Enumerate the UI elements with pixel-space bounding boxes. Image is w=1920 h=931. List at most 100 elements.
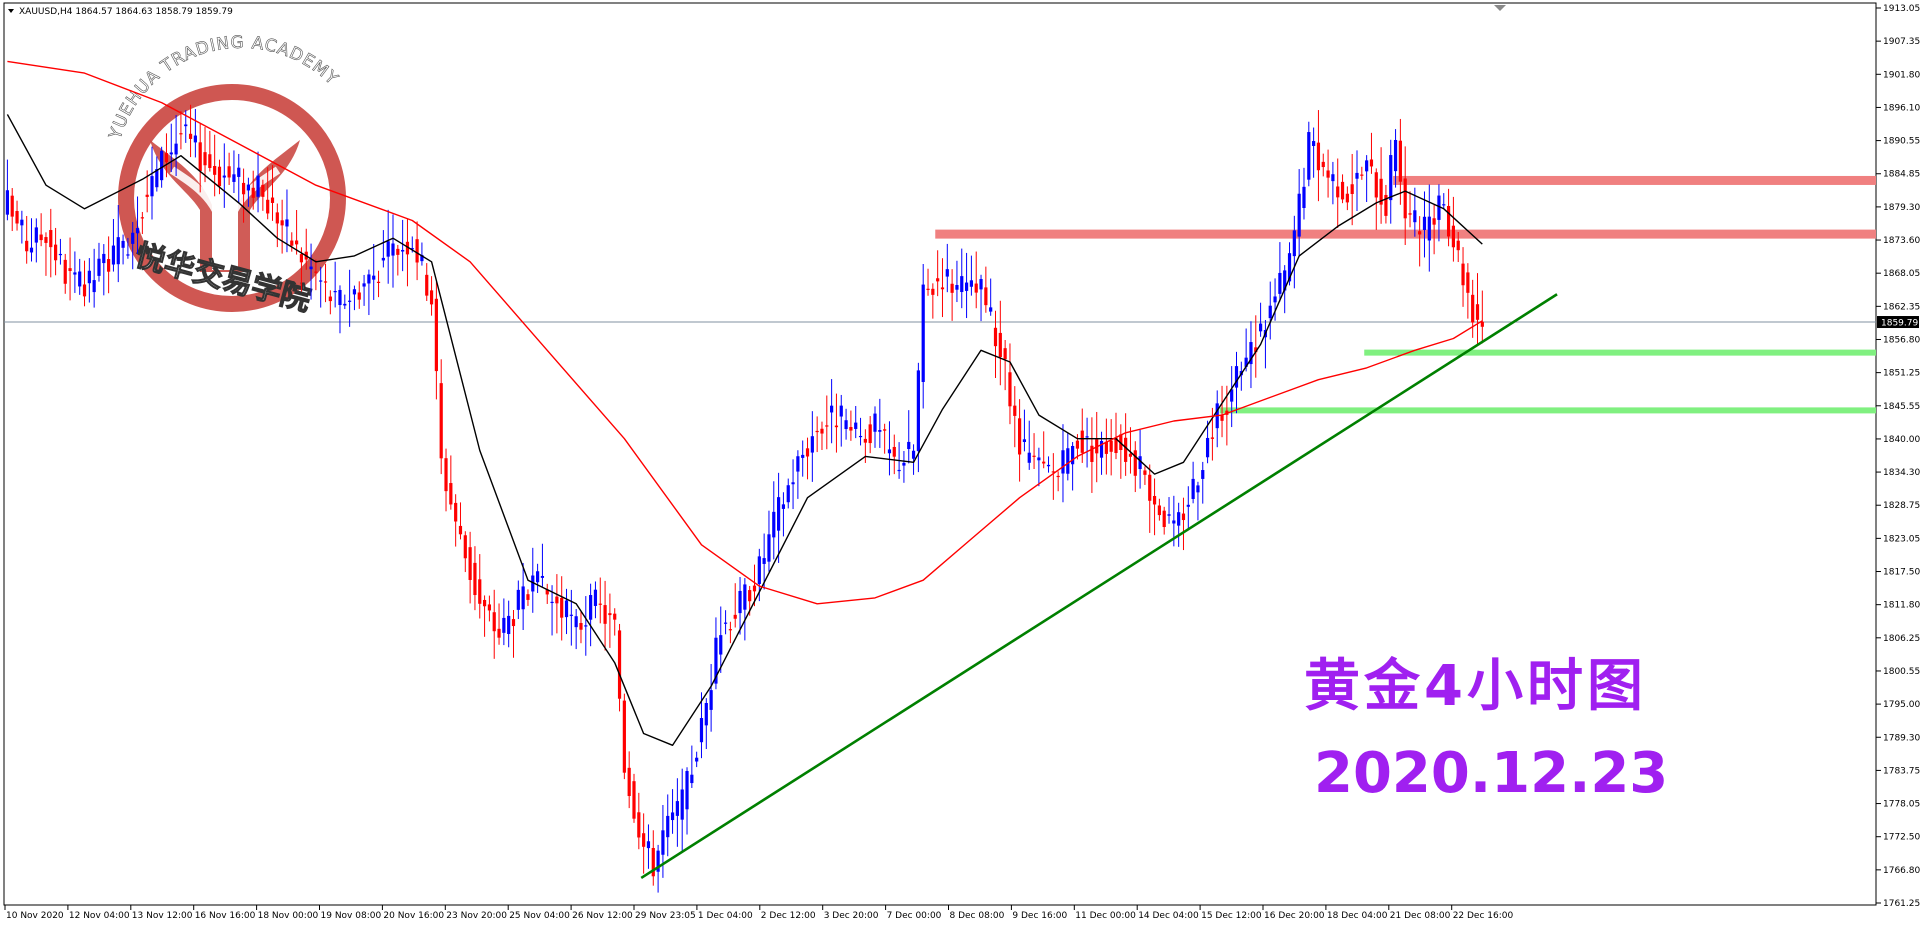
candle-body-bear [227,166,231,178]
candle-body-bull [1196,485,1200,493]
candle-body-bull [1389,155,1393,201]
header-dropdown-icon[interactable] [8,9,14,13]
candle-body-bull [772,511,776,538]
candle-body-bull [343,303,347,306]
candle-body-bear [299,254,304,263]
x-tick-label: 20 Nov 16:00 [383,911,444,921]
x-tick-label: 9 Dec 16:00 [1012,911,1067,921]
candle-body-bear [752,585,757,592]
candle-body-bull [319,280,323,282]
candle-body-bear [198,142,202,172]
candle-body-bear [1340,181,1345,200]
candle-body-bull [709,690,713,710]
trendline-group [640,293,1558,880]
candle-body-bear [454,502,458,522]
candle-body-bear [1162,510,1166,528]
candle-body-bear [627,767,631,797]
candle-body-bull [309,266,313,270]
candles [5,104,1484,893]
y-tick-label: 1879.30 [1883,203,1920,213]
candle-body-bull [34,227,38,243]
candle-body-bull [1191,478,1195,499]
candle-body-bull [593,589,598,606]
y-tick-label: 1761.25 [1883,899,1920,909]
candle-body-bear [107,259,111,272]
candle-body-bull [907,441,911,450]
price-axis[interactable]: 1913.05 1907.35 1901.80 1896.10 1890.55 1884.… [1876,4,1920,909]
candle-body-bear [555,596,559,604]
candle-body-bear [1075,440,1080,449]
candle-body-bull [887,449,892,454]
candle-body-bull [232,174,236,182]
candle-body-bear [637,812,641,838]
candle-body-bull [670,812,675,821]
y-tick-label: 1840.00 [1883,435,1920,445]
candle-body-bull [367,274,371,284]
candle-body-bull [540,575,545,578]
candle-body-bear [39,234,43,241]
candle-body-bull [704,703,708,726]
candle-body-bear [449,483,453,505]
candle-body-bull [786,485,790,503]
y-tick-label: 1823.05 [1883,534,1920,544]
candle-body-bull [1273,296,1277,303]
current-price-label: 1859.79 [1881,319,1918,329]
time-axis[interactable]: 10 Nov 2020 12 Nov 04:00 13 Nov 12:00 16 No… [4,905,1513,921]
candle-body-bull [386,241,390,257]
plot-frame [3,2,1877,906]
candle-body-bull [111,245,116,265]
candle-body-bull [1037,457,1041,461]
y-tick-label: 1789.30 [1883,733,1920,743]
y-tick-label: 1817.50 [1883,568,1920,578]
candle-body-bear [926,288,930,290]
candle-body-bull [1177,512,1181,526]
candle-body-bull [1167,514,1171,516]
x-tick-label: 18 Dec 04:00 [1327,911,1388,921]
candle-body-bull [714,637,718,684]
candle-body-bear [984,287,988,306]
shift-marker-icon[interactable] [1494,5,1506,11]
candle-body-bear [1013,405,1017,416]
y-tick-label: 1845.55 [1883,402,1920,412]
current-price-line: 1859.79 [4,316,1919,329]
candle-body-bull [1422,216,1427,231]
candle-body-bear [44,237,48,243]
candle-body-bull [589,595,593,620]
candle-body-bull [902,462,906,466]
candle-body-bear [1090,445,1094,462]
candle-body-bull [135,228,140,234]
candle-body-bear [1220,415,1224,421]
candle-body-bear [993,327,998,347]
candle-body-bear [1051,471,1055,473]
annotation-title: 黄金4小时图 [1304,654,1647,719]
x-tick-label: 3 Dec 20:00 [824,911,879,921]
candle-body-bear [883,429,887,431]
candle-body-bull [1027,452,1031,463]
candle-body-bear [1128,453,1133,457]
candle-body-bull [719,635,723,655]
candle-body-bear [179,133,183,135]
candle-body-bear [545,589,549,595]
y-tick-label: 1868.05 [1883,269,1920,279]
candle-body-bear [1254,347,1258,353]
candle-body-bull [574,616,578,628]
candle-body-bull [1085,436,1089,438]
candle-body-bear [936,278,940,282]
candle-body-bear [208,154,212,168]
x-tick-label: 16 Dec 20:00 [1264,911,1325,921]
candle-body-bear [473,562,477,596]
candle-body-bear [444,458,448,492]
candle-body-bear [492,612,496,632]
candle-body-bull [391,243,395,256]
candle-body-bull [810,436,814,453]
y-tick-label: 1856.80 [1883,335,1920,345]
candle-body-bear [261,184,265,197]
candle-body-bear [25,240,29,252]
candle-body-bull [964,282,969,291]
support-zone [1219,407,1876,414]
candle-body-bull [410,248,414,250]
candle-body-bull [844,420,848,430]
candle-body-bull [791,482,795,485]
